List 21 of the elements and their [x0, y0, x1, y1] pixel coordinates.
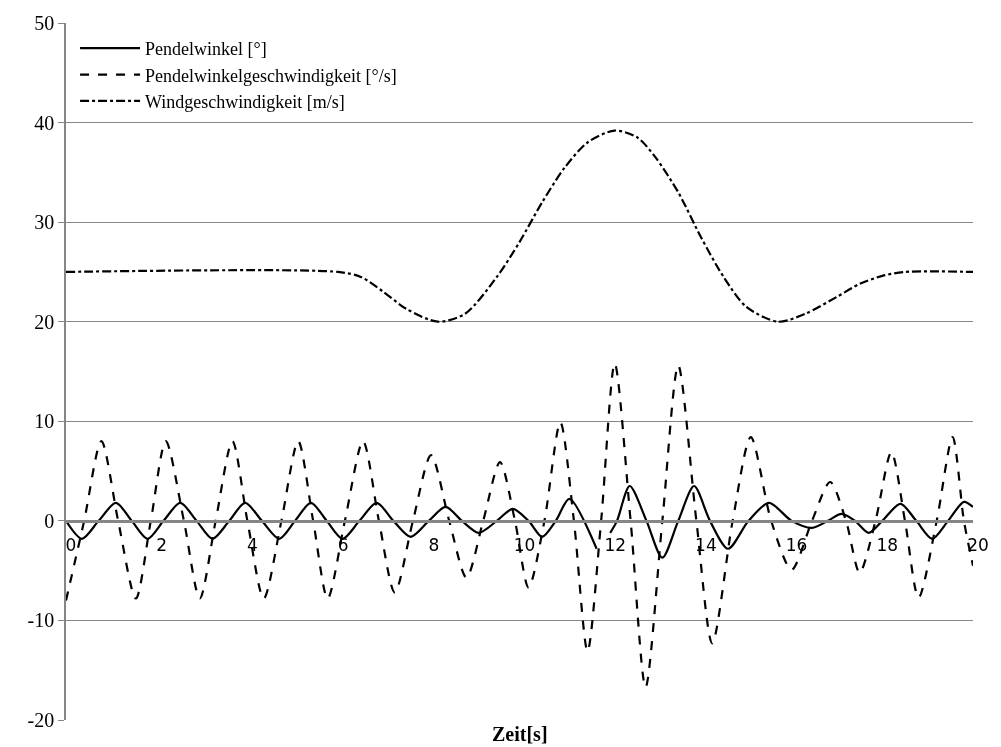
x-tick-label: 16	[785, 535, 808, 556]
x-tick-label: 12	[604, 535, 627, 556]
x-tick-label: 8	[428, 535, 440, 556]
x-axis-title: Zeit[s]	[492, 723, 548, 745]
y-tick-label: 0	[44, 509, 55, 532]
y-tick-label: 30	[34, 211, 55, 234]
y-tick-label: -10	[27, 609, 55, 632]
x-tick-label: 2	[156, 535, 168, 556]
y-tick-label: -20	[27, 709, 55, 731]
legend-label: Windgeschwindigkeit [m/s]	[145, 91, 345, 112]
x-tick-label: 4	[246, 535, 258, 556]
x-tick-label: 18	[876, 535, 899, 556]
y-tick-label: 50	[34, 12, 55, 34]
x-tick-label: 14	[695, 535, 717, 556]
legend-label: Pendelwinkel [°]	[145, 39, 267, 60]
y-tick-label: 10	[34, 410, 55, 433]
x-tick-label: 0	[65, 535, 77, 556]
y-tick-label: 20	[34, 310, 55, 333]
legend-label: Pendelwinkelgeschwindigkeit [°/s]	[145, 65, 397, 86]
x-tick-label: 20	[967, 535, 989, 556]
y-tick-label: 40	[34, 111, 55, 134]
